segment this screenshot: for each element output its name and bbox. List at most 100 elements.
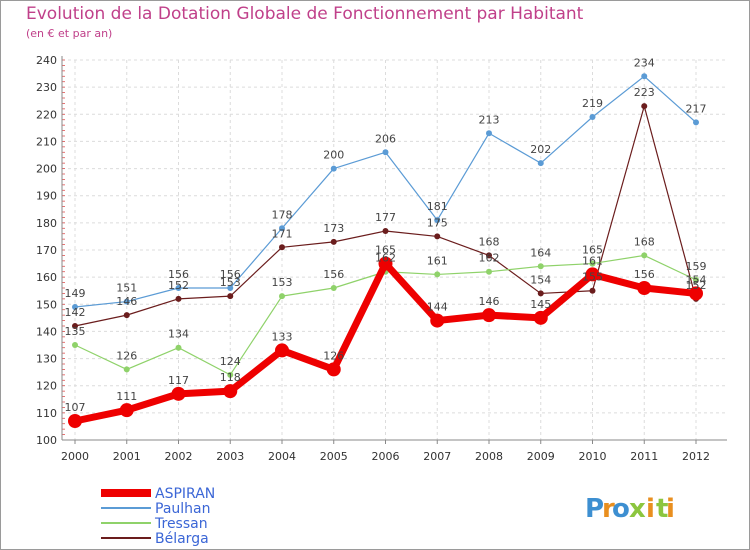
legend-label-blarga: Bélarga	[155, 531, 209, 547]
data-label: 165	[582, 244, 603, 257]
y-tick-label: 230	[36, 81, 57, 94]
data-label: 134	[168, 328, 189, 341]
data-label: 181	[427, 200, 448, 213]
y-tick-label: 210	[36, 135, 57, 148]
data-label: 156	[634, 268, 655, 281]
data-point-paulhan	[72, 304, 78, 310]
data-label: 178	[272, 208, 293, 221]
x-tick-label: 2011	[630, 450, 658, 463]
data-label: 149	[65, 287, 86, 300]
legend-label-aspiran: ASPIRAN	[155, 486, 215, 502]
data-point-tressan	[330, 285, 337, 291]
data-label: 153	[272, 276, 293, 289]
data-point-paulhan	[641, 73, 648, 80]
y-tick-label: 190	[36, 190, 57, 203]
data-point-aspiran	[223, 384, 238, 399]
data-point-blarga	[589, 287, 596, 294]
x-tick-label: 2000	[61, 450, 89, 463]
data-label: 217	[686, 102, 707, 115]
legend-label-tressan: Tressan	[154, 516, 208, 532]
data-point-aspiran	[430, 313, 445, 328]
x-tick-label: 2003	[216, 450, 244, 463]
data-point-blarga	[227, 293, 234, 300]
data-point-blarga	[382, 228, 389, 234]
data-point-aspiran	[326, 362, 341, 377]
data-label: 177	[375, 211, 396, 224]
data-point-paulhan	[175, 285, 182, 291]
data-point-tressan	[434, 271, 441, 278]
data-point-paulhan	[589, 114, 596, 120]
data-label: 162	[375, 252, 396, 265]
data-label: 124	[220, 355, 241, 368]
data-label: 202	[530, 143, 551, 156]
data-point-paulhan	[434, 217, 441, 224]
y-tick-label: 130	[36, 353, 57, 366]
logo-letter: i	[666, 494, 675, 524]
data-label: 168	[634, 235, 655, 248]
data-point-paulhan	[486, 130, 492, 137]
y-tick-label: 180	[36, 217, 57, 230]
data-label: 111	[116, 390, 137, 403]
y-tick-label: 150	[36, 298, 57, 311]
data-point-tressan	[693, 276, 699, 283]
data-labels: 149 151 156 156 178 200 206 181 213 202 219 234 217 1…	[65, 56, 707, 414]
x-tick-label: 2001	[113, 450, 141, 463]
chart-title: Evolution de la Dotation Globale de Fonc…	[26, 4, 584, 24]
data-point-paulhan	[537, 160, 544, 167]
legend-label-paulhan: Paulhan	[155, 501, 210, 517]
data-label: 144	[427, 301, 448, 314]
data-point-aspiran	[637, 281, 652, 295]
data-point-tressan	[175, 344, 182, 351]
data-label: 151	[116, 282, 137, 295]
chart-subtitle: (en € et par an)	[26, 27, 113, 40]
data-point-tressan	[486, 268, 492, 275]
x-tick-label: 2010	[579, 450, 607, 463]
data-label: 206	[375, 132, 396, 145]
x-tick-label: 2002	[165, 450, 193, 463]
data-label: 213	[479, 113, 500, 126]
data-point-aspiran	[171, 386, 186, 401]
logo-letter: x	[629, 494, 646, 524]
data-point-tressan	[72, 342, 78, 348]
data-label: 117	[168, 374, 189, 387]
data-label: 159	[686, 260, 707, 273]
data-point-tressan	[589, 260, 596, 267]
data-label: 135	[65, 325, 86, 338]
y-tick-label: 120	[36, 380, 57, 393]
data-point-paulhan	[693, 119, 699, 126]
data-label: 146	[479, 295, 500, 308]
x-tick-label: 2006	[372, 450, 400, 463]
logo-letter: t	[656, 494, 668, 524]
data-label: 161	[427, 254, 448, 267]
proxiti-logo: Pro x i ti	[585, 494, 675, 524]
data-point-aspiran	[119, 403, 134, 418]
data-label: 153	[220, 276, 241, 289]
data-point-tressan	[537, 263, 544, 270]
data-point-aspiran	[533, 310, 548, 325]
y-tick-label: 200	[36, 163, 57, 176]
data-label: 152	[686, 279, 707, 292]
series-layer	[68, 73, 703, 428]
x-tick-label: 2005	[320, 450, 348, 463]
grid	[62, 59, 727, 441]
y-tick-label: 240	[36, 54, 57, 67]
data-point-tressan	[641, 252, 648, 259]
logo-letter: o	[612, 494, 630, 524]
data-point-blarga	[330, 238, 337, 245]
data-label: 155	[582, 271, 603, 284]
axes: 100 110 120 130 140 150 160 170 180 190 200 210 220 2…	[36, 54, 727, 463]
data-label: 161	[582, 254, 603, 267]
y-tick-label: 160	[36, 271, 57, 284]
logo-letter: P	[585, 494, 604, 524]
x-tick-label: 2009	[527, 450, 555, 463]
data-label: 164	[530, 246, 551, 259]
data-label: 146	[116, 295, 137, 308]
data-label: 223	[634, 86, 655, 99]
logo-letter: r	[602, 494, 615, 524]
data-point-aspiran	[689, 286, 703, 301]
data-point-paulhan	[227, 285, 234, 291]
data-point-blarga	[72, 323, 78, 329]
y-tick-label: 100	[36, 434, 57, 447]
